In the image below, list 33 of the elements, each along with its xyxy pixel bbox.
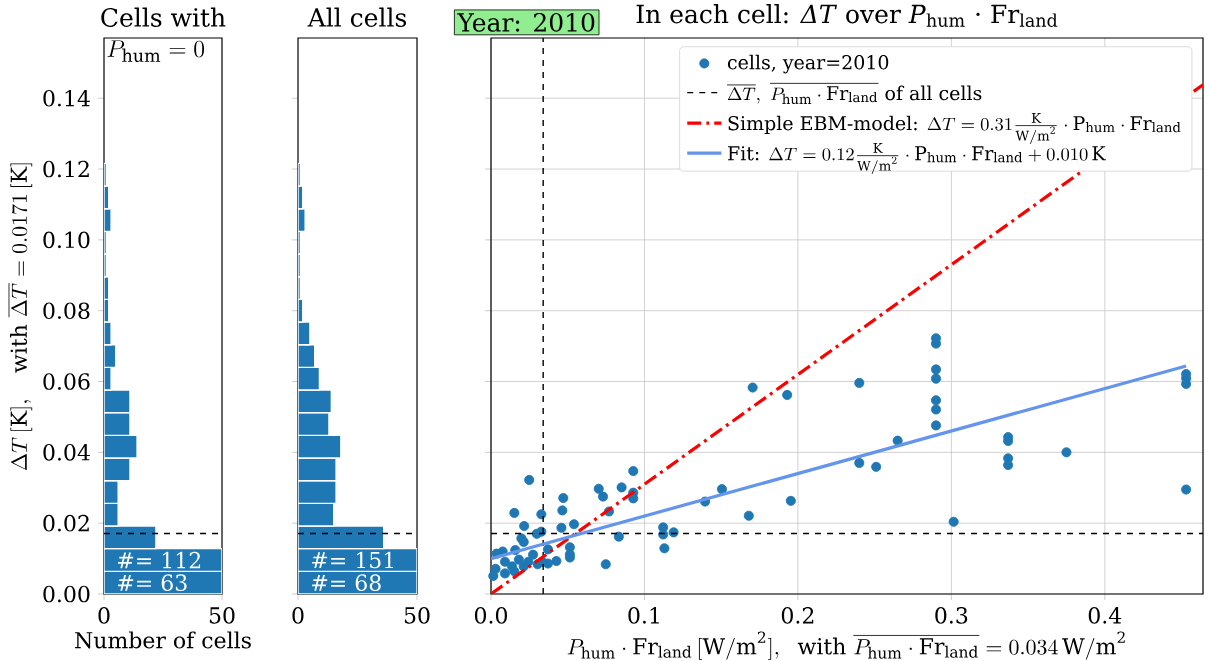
y-tick-label: 0.14: [43, 89, 90, 107]
annotation: $P_{\mathrm{hum}}=0$: [107, 40, 205, 63]
legend-label: $\overline{\Delta T},\ \overline{P_{\mathrm{hum}}\cdot\mathrm{Fr}_{\mathrm{land}}}\mbox{ of all cells}$: [726, 83, 982, 105]
y-tick-label: 0.08: [43, 302, 90, 320]
x-tick-label: 0.1: [628, 607, 659, 624]
legend-label: $\mbox{Fit: }\Delta T=0.12\frac{\mathrm{K}}{\mathrm{W/m^2}}\cdot\mathrm{P_{hum}}\cdot\mathrm{Fr_{land}}+0.010\,\mathrm{K}$: [728, 143, 1106, 175]
text: #= 68: [312, 574, 381, 591]
y-tick-label: 0.06: [43, 373, 90, 390]
chart-title: In each cell: ΔT over P$_{hum}$ · Fr$_{land}$: [636, 4, 1058, 27]
x-tick-label: 0.4: [1088, 607, 1122, 624]
chart-title: All cells: [307, 7, 407, 27]
x-tick-label: 50: [404, 607, 430, 624]
y-tick-label: 0.10: [43, 231, 90, 249]
x-tick-label: 0.2: [781, 607, 814, 624]
text: #= 63: [118, 574, 187, 591]
text: #= 112: [118, 551, 201, 569]
x-tick-label: 50: [209, 607, 235, 624]
y-tick-label: 0.04: [43, 444, 90, 461]
text: Year: 2010: [457, 12, 595, 32]
x-axis-title: Number of cells: [75, 631, 251, 649]
y-tick-label: 0.12: [43, 160, 89, 178]
x-tick-label: 0: [292, 607, 304, 624]
x-axis-title: $P_{\mathrm{hum}}\cdot\mathrm{Fr}_{\mathrm{land}}\,[\mathrm{W/m^2}],\ \ \mbox{with }\overline{P_{\mathrm{hum}}\cdot\mathrm{Fr}_{\mathrm{land}}}=0.034\,\mathrm{W/m^2}$: [567, 631, 1125, 660]
x-tick-label: 0: [98, 607, 110, 624]
x-tick-label: 0.3: [935, 607, 968, 624]
text: #= 151: [312, 551, 394, 569]
x-tick-label: 0.0: [474, 607, 508, 624]
legend-label: $\mbox{Simple EBM-model: }\Delta T=0.31\frac{\mathrm{K}}{\mathrm{W/m^2}}\cdot\mathrm{P_{hum}}\cdot\mathrm{Fr_{land}}$: [728, 113, 1181, 145]
y-axis-title: $\Delta T\,[\mathrm{K}],\quad\mbox{with }\overline{\Delta T}=0.0171\,[\mathrm{K}]$: [8, 163, 33, 471]
y-tick-label: 0.00: [43, 585, 90, 603]
legend-label: cells, year=2010: [727, 54, 889, 74]
chart-title: Cells with: [101, 7, 226, 27]
y-tick-label: 0.02: [43, 514, 89, 532]
